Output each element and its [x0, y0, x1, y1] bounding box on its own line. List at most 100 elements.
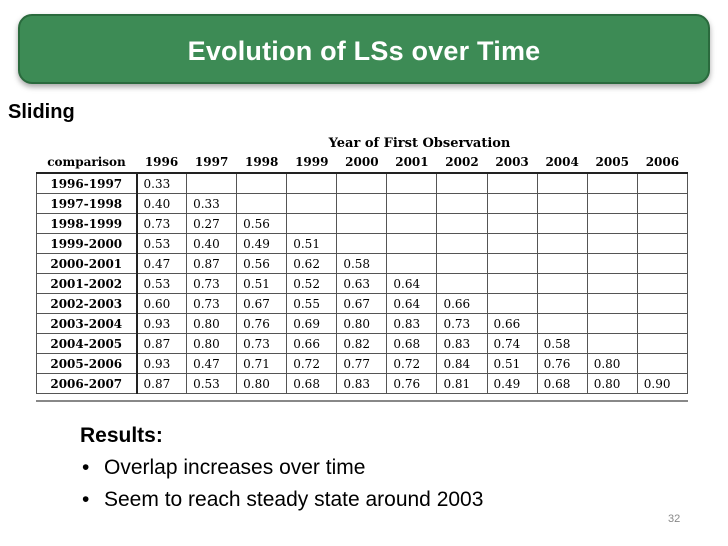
table-cell: 0.47	[186, 353, 238, 374]
table-cell	[636, 313, 689, 334]
table-cell: 0.69	[286, 313, 338, 334]
table-cell: 0.56	[236, 253, 288, 274]
table-cell: 0.90	[636, 373, 689, 394]
table-cell: 0.60	[135, 293, 188, 314]
table-cell	[586, 313, 638, 334]
table-cell: 0.51	[486, 353, 538, 374]
table-cell	[536, 313, 588, 334]
table-cell: 0.93	[135, 353, 188, 374]
table-header-row: comparison 1996 1997 1998 1999 2000 2001 2002 2…	[36, 152, 688, 174]
table-cell: 0.76	[236, 313, 288, 334]
column-header: 1996	[136, 152, 187, 174]
table-cell	[436, 172, 488, 194]
table-row: 2002-2003 0.60 0.73 0.67 0.55 0.67 0.64 0.66	[36, 293, 689, 314]
table-bottom-rule	[36, 400, 688, 402]
table-cell: 0.53	[135, 233, 188, 254]
table-cell	[586, 333, 638, 354]
column-header: 2001	[386, 152, 437, 174]
table-row: 1998-1999 0.73 0.27 0.56	[36, 213, 689, 234]
table-row: 2001-2002 0.53 0.73 0.51 0.52 0.63 0.64	[36, 273, 689, 294]
table-cell: 0.68	[386, 333, 438, 354]
table-cell	[586, 233, 638, 254]
table-cell	[486, 172, 538, 194]
table-row: 1996-1997 0.33	[36, 172, 689, 194]
table-row: 1999-2000 0.53 0.40 0.49 0.51	[36, 233, 689, 254]
table-cell: 0.53	[135, 273, 188, 294]
table-cell	[536, 213, 588, 234]
column-header: 2005	[587, 152, 638, 174]
page-number: 32	[668, 513, 681, 525]
row-label: 2004-2005	[36, 333, 138, 354]
table-cell: 0.80	[236, 373, 288, 394]
column-header: 2003	[487, 152, 538, 174]
table-cell	[536, 233, 588, 254]
table-cell	[436, 233, 488, 254]
overlap-table-figure: Year of First Observation comparison 199…	[32, 136, 692, 402]
table-cell: 0.73	[236, 333, 288, 354]
table-cell: 0.64	[386, 293, 438, 314]
table-cell: 0.58	[336, 253, 388, 274]
table-cell	[536, 193, 588, 214]
table-cell	[636, 253, 689, 274]
column-header: 1997	[186, 152, 237, 174]
table-cell: 0.68	[536, 373, 588, 394]
table-row: 2005-2006 0.93 0.47 0.71 0.72 0.77 0.72 0.84 0.5…	[36, 353, 689, 374]
table-cell	[636, 213, 689, 234]
table-cell	[336, 213, 388, 234]
table-cell: 0.84	[436, 353, 488, 374]
table-cell: 0.83	[336, 373, 388, 394]
table-cell	[286, 193, 338, 214]
table-cell	[486, 213, 538, 234]
table-cell	[486, 233, 538, 254]
table-cell	[486, 253, 538, 274]
bullet-icon: •	[82, 488, 90, 511]
row-label: 1996-1997	[36, 172, 138, 194]
table-cell: 0.72	[386, 353, 438, 374]
overlap-table: comparison 1996 1997 1998 1999 2000 2001 2002 2…	[36, 152, 689, 394]
table-cell	[436, 253, 488, 274]
table-cell: 0.73	[186, 273, 238, 294]
table-cell: 0.68	[286, 373, 338, 394]
table-row: 2004-2005 0.87 0.80 0.73 0.66 0.82 0.68 0.83 0.7…	[36, 333, 689, 354]
column-header: 1998	[236, 152, 287, 174]
table-cell	[486, 293, 538, 314]
table-row: 1997-1998 0.40 0.33	[36, 193, 689, 214]
table-corner-header: comparison	[36, 152, 137, 174]
table-cell	[436, 193, 488, 214]
table-cell: 0.66	[436, 293, 488, 314]
table-cell	[636, 193, 689, 214]
table-cell: 0.87	[135, 333, 188, 354]
table-cell: 0.27	[186, 213, 238, 234]
table-cell: 0.81	[436, 373, 488, 394]
table-cell: 0.83	[436, 333, 488, 354]
table-cell: 0.53	[186, 373, 238, 394]
table-cell: 0.80	[586, 353, 638, 374]
table-caption: Year of First Observation	[328, 136, 511, 151]
results-block: Results: • Overlap increases over time •…	[80, 424, 483, 520]
section-label: Sliding	[8, 101, 75, 123]
row-label: 2006-2007	[36, 373, 138, 394]
table-cell	[236, 193, 288, 214]
results-bullet-text: Overlap increases over time	[104, 456, 366, 479]
table-cell: 0.58	[536, 333, 588, 354]
table-cell: 0.72	[286, 353, 338, 374]
slide-title: Evolution of LSs over Time	[187, 36, 541, 66]
table-cell: 0.73	[135, 213, 188, 234]
table-cell	[336, 172, 388, 194]
table-cell	[586, 193, 638, 214]
table-cell: 0.51	[236, 273, 288, 294]
results-bullet: • Overlap increases over time	[80, 456, 483, 480]
row-label: 1999-2000	[36, 233, 138, 254]
table-body: 1996-1997 0.33 1997-1998 0.40 0.33 1998-1999 0…	[36, 172, 689, 394]
bullet-icon: •	[82, 456, 90, 479]
table-cell: 0.33	[135, 172, 188, 194]
results-bullet-text: Seem to reach steady state around 2003	[104, 488, 484, 511]
table-cell	[286, 172, 338, 194]
table-cell: 0.67	[336, 293, 388, 314]
table-cell	[586, 293, 638, 314]
table-cell	[186, 172, 238, 194]
column-header: 2006	[637, 152, 688, 174]
table-cell: 0.74	[486, 333, 538, 354]
table-cell	[586, 273, 638, 294]
table-cell	[536, 172, 588, 194]
